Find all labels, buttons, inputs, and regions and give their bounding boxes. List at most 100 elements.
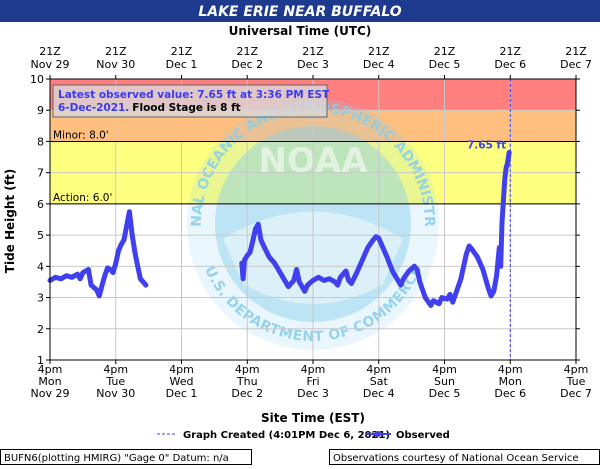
x2-tick-label: Dec 1	[166, 58, 198, 71]
observed-point	[80, 270, 86, 275]
observed-point	[480, 267, 486, 272]
observed-point	[239, 261, 244, 266]
observed-point	[119, 242, 124, 247]
observed-point	[486, 286, 491, 291]
footer-right-text: Observations courtesy of National Ocean …	[333, 453, 579, 464]
observed-point	[58, 276, 64, 281]
chart-title: LAKE ERIE NEAR BUFFALO	[198, 4, 401, 20]
observed-point	[245, 253, 250, 258]
observed-point	[297, 279, 302, 285]
observed-point	[502, 176, 507, 182]
x-tick-label: 4pm	[38, 363, 63, 376]
observed-point	[417, 279, 422, 285]
observed-point	[360, 257, 365, 263]
x2-tick-label: 21Z	[368, 45, 390, 58]
footer-left-text: BUFN6(plotting HMIRG) "Gage 0" Datum: n/…	[4, 453, 229, 464]
observed-point	[412, 264, 417, 269]
x2-tick-label: Nov 30	[96, 58, 135, 71]
observed-point	[338, 275, 343, 280]
observed-point	[291, 278, 296, 283]
y-tick-label: 8	[37, 135, 44, 148]
observed-point	[124, 223, 129, 228]
observed-point	[321, 278, 327, 283]
observed-point	[88, 282, 94, 288]
observed-point	[499, 220, 505, 225]
observed-point	[453, 292, 458, 297]
y-tick-label: 1	[37, 354, 44, 367]
x2-tick-label: 21Z	[236, 45, 258, 58]
observed-point	[335, 282, 340, 288]
y-tick-label: 9	[37, 104, 44, 117]
observed-point	[332, 279, 338, 285]
observed-point	[343, 268, 349, 274]
observed-point	[143, 282, 149, 288]
observed-point	[346, 278, 351, 283]
observed-point	[406, 268, 412, 274]
title-bar	[0, 0, 600, 22]
x-tick-label: Dec 4	[363, 387, 395, 400]
observed-point	[86, 267, 91, 272]
observed-point	[445, 296, 450, 302]
x-tick-label: Sun	[434, 375, 455, 388]
x-tick-label: Dec 5	[429, 387, 461, 400]
x2-tick-label: 21Z	[39, 45, 61, 58]
observed-point	[414, 267, 420, 272]
observed-point	[354, 270, 359, 275]
observed-point	[240, 276, 246, 281]
latest-annotation-box	[52, 84, 328, 118]
observed-point	[64, 273, 69, 278]
x-tick-label: Mon	[38, 375, 61, 388]
x2-tick-label: 21Z	[565, 45, 587, 58]
observed-point	[305, 282, 310, 288]
observed-point	[250, 239, 255, 244]
observed-point	[431, 298, 436, 303]
observed-point	[464, 251, 469, 256]
y-tick-label: 5	[37, 229, 44, 242]
observed-point	[75, 271, 80, 277]
observed-point	[349, 281, 354, 286]
observed-point	[302, 289, 307, 294]
x-tick-label: Nov 29	[31, 387, 70, 400]
x2-tick-label: 21Z	[499, 45, 521, 58]
observed-point	[498, 264, 503, 269]
x-tick-label: Tue	[566, 375, 586, 388]
observed-series: 7.65 ft	[47, 139, 512, 308]
observed-point	[94, 287, 99, 292]
observed-point	[242, 257, 247, 263]
threshold-label-action: Action: 6.0'	[53, 192, 112, 204]
observed-point	[488, 293, 494, 299]
y-tick-label: 6	[37, 198, 44, 211]
x-tick-label: 4pm	[564, 363, 589, 376]
observed-point	[138, 276, 143, 281]
observed-point	[258, 237, 264, 242]
latest-annotation-date: 6-Dec-2021.	[58, 102, 129, 114]
observed-point	[497, 245, 502, 250]
x-tick-label: Wed	[170, 375, 194, 388]
latest-annotation-flood: Flood Stage is 8 ft	[132, 102, 240, 114]
x-tick-label: 4pm	[432, 363, 457, 376]
observed-point	[132, 250, 138, 255]
x-tick-label: Dec 6	[494, 387, 526, 400]
observed-point	[439, 295, 444, 300]
x-tick-label: 4pm	[169, 363, 194, 376]
observed-point	[316, 275, 321, 280]
x-tick-label: Dec 7	[560, 387, 592, 400]
observed-point	[384, 254, 390, 260]
x2-tick-label: 21Z	[105, 45, 127, 58]
observed-point	[327, 276, 332, 281]
observed-point	[398, 282, 403, 288]
top-axis-title: Universal Time (UTC)	[229, 24, 372, 38]
y-tick-label: 7	[37, 167, 44, 180]
latest-annotation-line1: Latest observed value: 7.65 ft at 3:36 P…	[58, 89, 330, 101]
observed-point	[469, 247, 475, 252]
x-tick-label: 4pm	[366, 363, 391, 376]
x-tick-label: 4pm	[301, 363, 326, 376]
observed-point	[503, 165, 509, 171]
observed-point	[507, 150, 512, 155]
observed-point	[135, 264, 140, 269]
observed-point	[116, 248, 121, 253]
x-axis-title: Site Time (EST)	[261, 411, 365, 425]
y-axis-title: Tide Height (ft)	[3, 169, 17, 273]
